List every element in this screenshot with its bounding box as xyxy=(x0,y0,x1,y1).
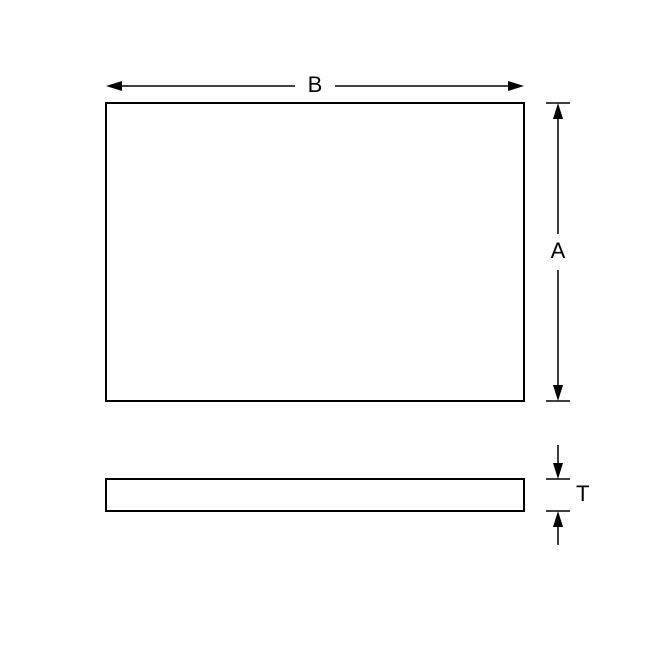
edge-rectangle xyxy=(106,479,524,511)
dimension-a-label: A xyxy=(551,238,566,263)
dimension-a: A xyxy=(546,103,570,401)
dimension-diagram: B A T xyxy=(0,0,670,670)
dimension-t-label: T xyxy=(576,481,589,506)
dimension-b: B xyxy=(106,72,524,97)
dimension-t: T xyxy=(546,445,589,545)
dimension-b-label: B xyxy=(308,72,323,97)
plan-rectangle xyxy=(106,103,524,401)
